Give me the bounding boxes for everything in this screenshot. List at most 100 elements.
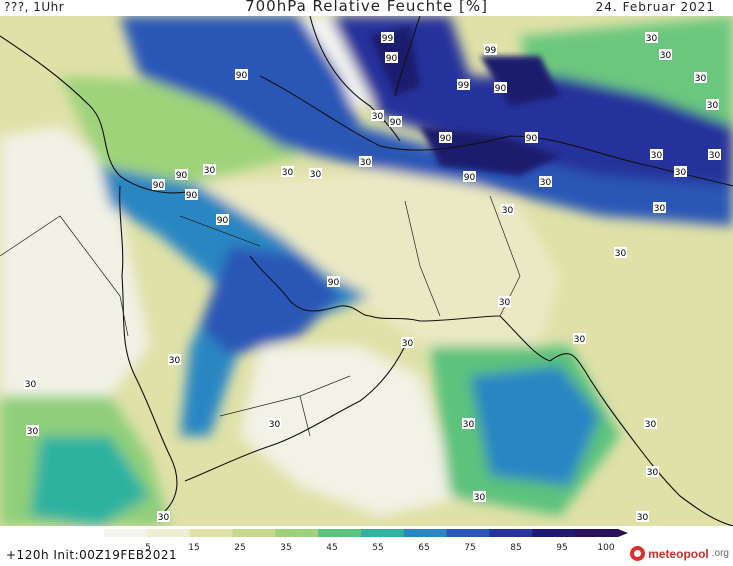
colorbar-tick: 100 (597, 543, 614, 553)
svg-text:30: 30 (707, 101, 719, 111)
colorbar-segment (318, 529, 362, 537)
contour-label: 90 (439, 132, 452, 144)
contour-label: 30 (708, 149, 721, 161)
contour-label: 30 (498, 296, 511, 308)
contour-label: 30 (371, 110, 384, 122)
colorbar-tick: 45 (326, 543, 337, 553)
svg-text:90: 90 (153, 181, 165, 191)
contour-label: 99 (381, 32, 394, 44)
colorbar-ticks: 5 15 25 35 45 55 65 75 85 95 100 (145, 543, 615, 553)
contour-label: 30 (309, 168, 322, 180)
svg-text:30: 30 (645, 420, 657, 430)
colorbar-segments (104, 529, 628, 537)
contour-label: 30 (501, 204, 514, 216)
svg-text:30: 30 (615, 249, 627, 259)
colorbar-segment (532, 529, 576, 537)
svg-text:30: 30 (360, 158, 372, 168)
colorbar-segment (575, 529, 619, 537)
init-label: +120h Init:00Z19FEB2021 (6, 548, 178, 562)
run-label: ???, 1Uhr (4, 0, 65, 14)
svg-text:90: 90 (186, 191, 198, 201)
svg-text:30: 30 (709, 151, 721, 161)
svg-text:30: 30 (158, 513, 170, 523)
valid-date: 24. Februar 2021 (595, 0, 715, 14)
colorbar-segment (403, 529, 448, 537)
svg-text:30: 30 (25, 380, 37, 390)
contour-label: 90 (389, 116, 402, 128)
svg-text:30: 30 (372, 112, 384, 122)
map-title: 700hPa Relative Feuchte [%] (245, 0, 488, 15)
svg-text:30: 30 (310, 170, 322, 180)
contour-label: 90 (216, 214, 229, 226)
contour-label: 30 (706, 99, 719, 111)
contour-label: 30 (646, 466, 659, 478)
svg-text:90: 90 (328, 278, 340, 288)
svg-text:30: 30 (695, 74, 707, 84)
colorbar-tick: 25 (234, 543, 245, 553)
contour-label: 90 (385, 52, 398, 64)
contour-label: 90 (235, 69, 248, 81)
colorbar-tick: 5 (145, 543, 151, 553)
svg-text:90: 90 (464, 173, 476, 183)
svg-text:30: 30 (675, 168, 687, 178)
colorbar-segment (446, 529, 490, 537)
svg-text:99: 99 (485, 46, 497, 56)
colorbar-tick: 35 (280, 543, 291, 553)
svg-text:90: 90 (236, 71, 248, 81)
contour-label: 30 (694, 72, 707, 84)
svg-text:90: 90 (386, 54, 398, 64)
svg-text:30: 30 (660, 51, 672, 61)
svg-text:30: 30 (637, 513, 649, 523)
svg-text:30: 30 (574, 335, 586, 345)
svg-text:90: 90 (495, 84, 507, 94)
contour-label: 30 (473, 491, 486, 503)
contour-label: 30 (268, 418, 281, 430)
svg-text:30: 30 (269, 420, 281, 430)
contour-label: 30 (653, 202, 666, 214)
contour-label: 30 (168, 354, 181, 366)
colorbar-tick: 85 (510, 543, 521, 553)
contour-label: 30 (157, 511, 170, 523)
svg-text:30: 30 (654, 204, 666, 214)
contour-label: 90 (494, 82, 507, 94)
svg-text:90: 90 (526, 134, 538, 144)
colorbar-tick: 65 (418, 543, 429, 553)
contour-label: 30 (573, 333, 586, 345)
svg-text:30: 30 (463, 420, 475, 430)
contour-label: 30 (614, 247, 627, 259)
contour-label: 30 (24, 378, 37, 390)
humidity-map: 99 90 99 90 90 99 90 90 90 90 90 90 90 9… (0, 16, 733, 526)
svg-text:30: 30 (651, 151, 663, 161)
contour-label: 30 (645, 32, 658, 44)
svg-text:90: 90 (440, 134, 452, 144)
contour-label: 90 (327, 276, 340, 288)
contour-label: 30 (539, 176, 552, 188)
contour-label: 30 (659, 49, 672, 61)
contour-label: 30 (401, 337, 414, 349)
colorbar-segment (275, 529, 319, 537)
contour-labels: 99 90 99 90 90 99 90 90 90 90 90 90 90 9… (24, 32, 721, 523)
svg-text:90: 90 (176, 171, 188, 181)
svg-text:30: 30 (647, 468, 659, 478)
svg-text:30: 30 (499, 298, 511, 308)
contour-label: 30 (26, 425, 39, 437)
brand-name: meteopool (648, 546, 709, 561)
colorbar-segment (189, 529, 233, 537)
colorbar-arrow (618, 529, 628, 537)
svg-text:30: 30 (474, 493, 486, 503)
colorbar-tick: 95 (556, 543, 567, 553)
svg-text:30: 30 (169, 356, 181, 366)
svg-text:30: 30 (402, 339, 414, 349)
colorbar-tick: 15 (188, 543, 199, 553)
contour-label: 30 (462, 418, 475, 430)
contour-label: 30 (636, 511, 649, 523)
contour-label: 90 (175, 169, 188, 181)
contour-label: 30 (203, 164, 216, 176)
colorbar: 5 15 25 35 45 55 65 75 85 95 100 (104, 529, 628, 553)
meteopool-logo[interactable]: meteopool .org (630, 546, 729, 561)
svg-text:30: 30 (540, 178, 552, 188)
svg-text:30: 30 (204, 166, 216, 176)
svg-text:99: 99 (382, 34, 394, 44)
contour-label: 30 (674, 166, 687, 178)
contour-label: 90 (152, 179, 165, 191)
